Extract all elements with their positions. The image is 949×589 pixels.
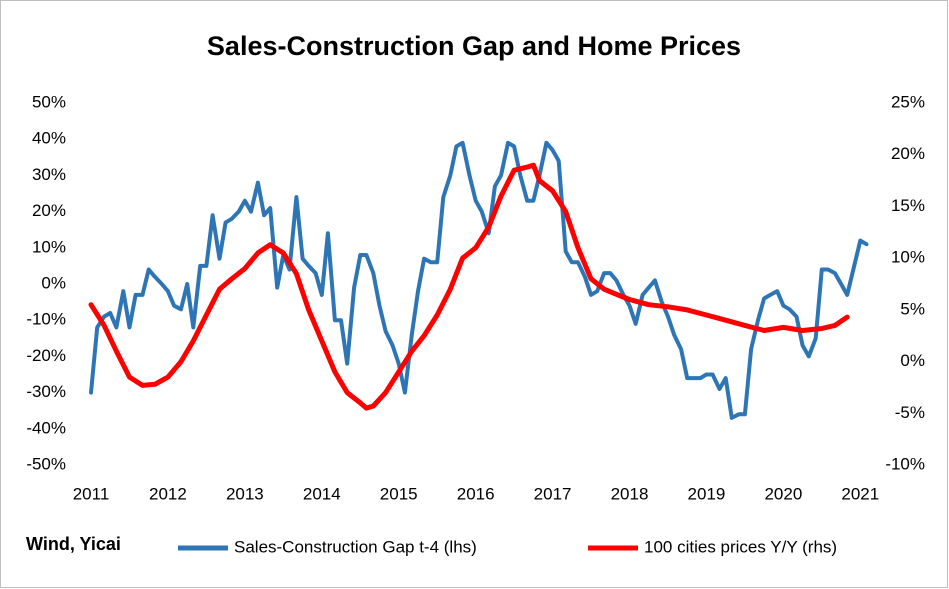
y-tick-label: 40% [32,129,66,148]
y-tick-label: -40% [26,418,66,437]
y-tick-label: 0% [41,273,66,292]
legend-label: Sales-Construction Gap t-4 (lhs) [234,537,477,556]
x-tick-label: 2011 [73,484,110,503]
x-tick-label: 2012 [149,484,187,503]
legend-label: 100 cities prices Y/Y (rhs) [644,537,837,556]
y2-tick-label: -5% [895,403,925,422]
y2-tick-label: 20% [891,144,925,163]
x-tick-label: 2019 [688,484,726,503]
y2-tick-label: -10% [885,454,925,473]
y2-tick-label: 15% [891,196,925,215]
y-tick-label: -30% [26,382,66,401]
y-tick-label: 50% [32,92,66,111]
y2-tick-label: 25% [891,92,925,111]
y-tick-label: -10% [26,310,66,329]
x-tick-label: 2018 [611,484,649,503]
x-tick-label: 2021 [841,484,879,503]
x-tick-label: 2017 [534,484,572,503]
y-tick-label: 30% [32,165,66,184]
x-tick-label: 2013 [226,484,264,503]
y2-tick-label: 10% [891,248,925,267]
y-tick-label: -20% [26,346,66,365]
y-tick-label: 20% [32,201,66,220]
series-line [89,140,869,420]
x-tick-label: 2014 [303,484,341,503]
chart-title: Sales-Construction Gap and Home Prices [207,31,741,61]
x-tick-label: 2020 [764,484,802,503]
y2-tick-label: 0% [900,351,925,370]
y-tick-label: 10% [32,237,66,256]
x-tick-label: 2015 [380,484,418,503]
y-tick-label: -50% [26,454,66,473]
source: Wind, Yicai [26,534,121,554]
series-line [88,162,850,411]
y2-tick-label: 5% [900,299,925,318]
x-tick-label: 2016 [457,484,495,503]
